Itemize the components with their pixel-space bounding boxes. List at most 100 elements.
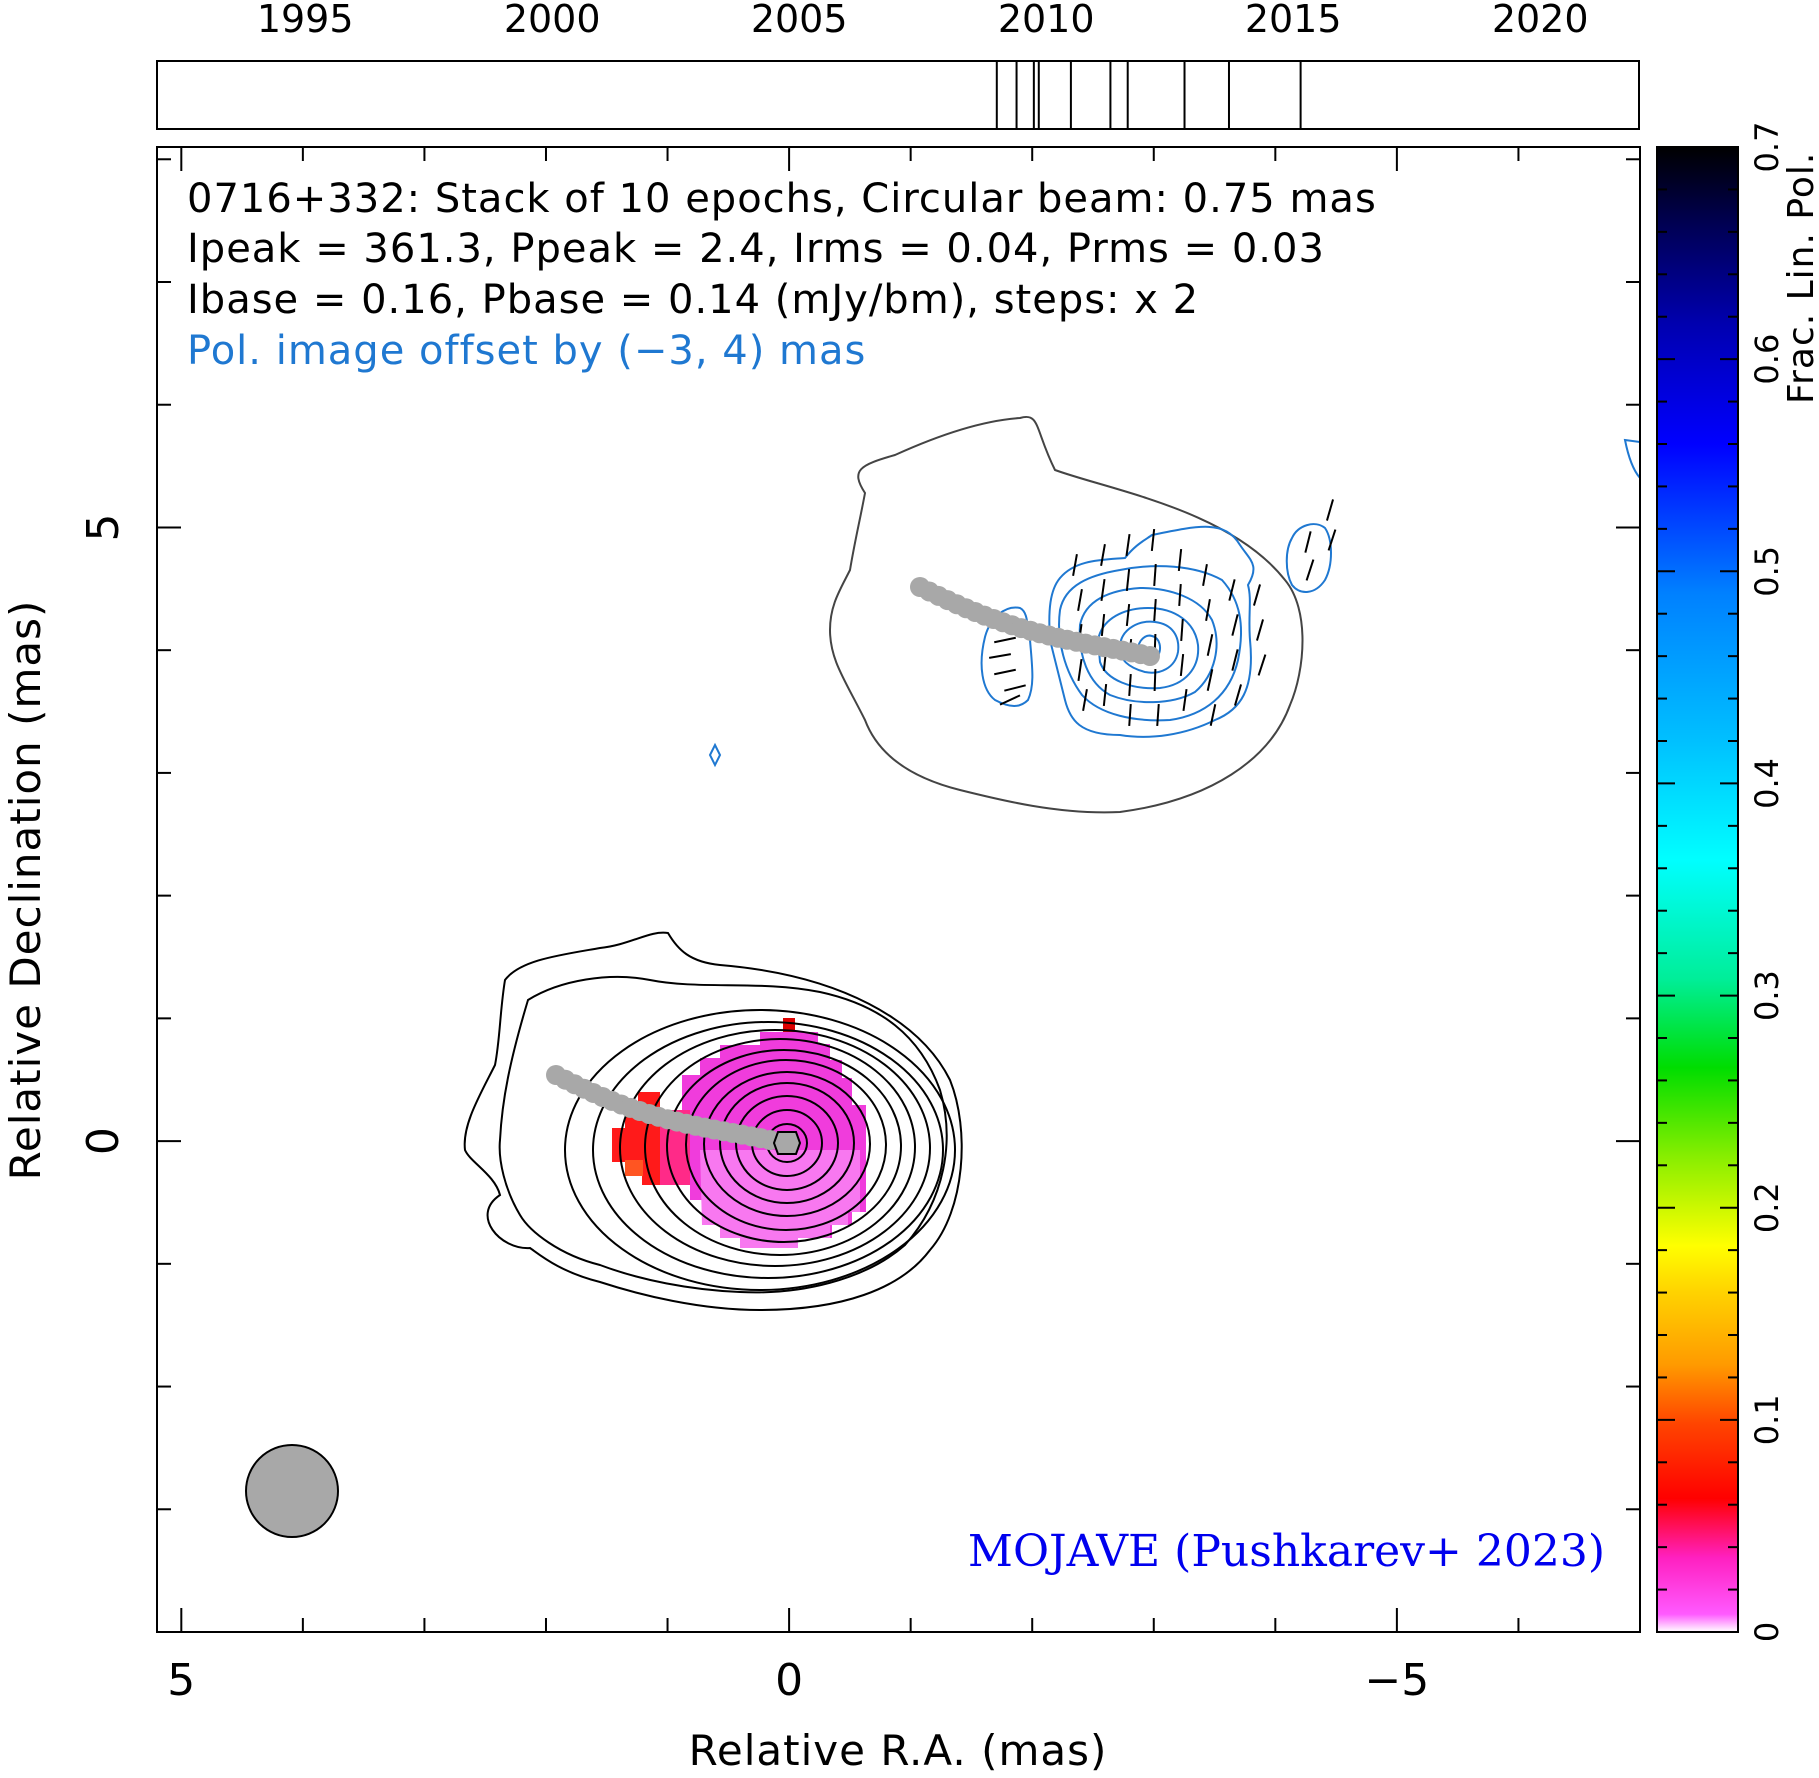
pol-panel-stokes-i-contour xyxy=(828,415,1304,814)
colorbar-tick-label: 0.6 xyxy=(1748,334,1786,385)
timeline-tick-label: 2005 xyxy=(751,0,848,41)
stokes-i-contour-4 xyxy=(592,1021,944,1279)
evpa-tick xyxy=(1004,684,1026,692)
evpa-tick xyxy=(1077,658,1083,682)
x-tick-label: 0 xyxy=(775,1655,803,1706)
header-line-4: Pol. image offset by (−3, 4) mas xyxy=(187,328,866,374)
evpa-tick xyxy=(1327,529,1337,551)
colorbar-tick-label: 0.7 xyxy=(1748,122,1786,173)
timeline-tick-label: 1995 xyxy=(257,0,354,41)
pol-contour-secondary xyxy=(980,606,1034,707)
evpa-tick xyxy=(1253,584,1261,606)
y-tick-labels: 05 xyxy=(78,513,129,1155)
timeline-frame xyxy=(156,60,1640,130)
evpa-tick xyxy=(1125,533,1131,557)
stokes-i-contour-2 xyxy=(498,975,948,1294)
pol-contour xyxy=(1078,586,1218,704)
evpa-tick xyxy=(1156,703,1160,727)
axis-minor-ticks xyxy=(157,147,1641,1633)
stokes-i-contour-3 xyxy=(564,1009,956,1291)
evpa-tick xyxy=(1128,703,1132,727)
stokes-i-contour-7 xyxy=(666,1049,902,1243)
stokes-i-contour-11 xyxy=(735,1095,839,1191)
evpa-tick xyxy=(1206,669,1214,691)
colorbar-label: Frac. Lin. Pol. xyxy=(1781,152,1819,404)
frac-pol-orange xyxy=(625,1160,643,1176)
frac-pol-magenta-light xyxy=(700,1150,860,1248)
frac-pol-red-top xyxy=(783,1018,795,1032)
x-tick-labels: 5 0 −5 xyxy=(167,1655,1429,1706)
evpa-tick xyxy=(1125,603,1131,627)
evpa-tick xyxy=(1231,614,1239,636)
evpa-tick xyxy=(1209,704,1217,726)
evpa-tick xyxy=(1257,654,1267,676)
credit-label: MOJAVE (Pushkarev+ 2023) xyxy=(968,1526,1605,1577)
evpa-tick xyxy=(1202,563,1208,587)
beam-ellipse xyxy=(245,1444,339,1538)
evpa-tick xyxy=(1178,583,1182,607)
colorbar-tick-label: 0.1 xyxy=(1748,1394,1786,1445)
evpa-tick xyxy=(1234,684,1242,706)
header-line-3: Ibase = 0.16, Pbase = 0.14 (mJy/bm), ste… xyxy=(187,277,1199,323)
timeline-tick-label: 2015 xyxy=(1245,0,1342,41)
evpa-vectors xyxy=(988,499,1337,727)
evpa-tick xyxy=(1100,543,1106,567)
pol-contour xyxy=(1058,565,1243,722)
evpa-tick xyxy=(1177,548,1183,572)
evpa-tick xyxy=(1256,619,1264,641)
evpa-tick xyxy=(1102,683,1108,707)
evpa-tick xyxy=(994,668,1016,676)
stokes-i-contour-10 xyxy=(719,1082,855,1204)
timeline-tick-label: 2020 xyxy=(1492,0,1589,41)
evpa-tick xyxy=(1179,653,1185,677)
evpa-tick xyxy=(1228,579,1236,601)
trajectory-pol-panel xyxy=(910,577,1160,666)
x-tick-label: 5 xyxy=(167,1655,195,1706)
evpa-tick xyxy=(1206,634,1214,656)
evpa-tick xyxy=(994,636,1016,644)
evpa-tick xyxy=(1082,688,1088,712)
evpa-tick xyxy=(988,653,1012,659)
pol-contour-small xyxy=(708,742,722,768)
stokes-i-contour-5 xyxy=(619,1029,931,1267)
timeline-epoch-markers xyxy=(995,61,1302,129)
plot-frame xyxy=(156,146,1641,1633)
evpa-tick xyxy=(1125,568,1131,592)
evpa-tick xyxy=(1100,578,1106,602)
evpa-tick xyxy=(1072,553,1078,577)
total-intensity-contours xyxy=(463,931,963,1312)
y-axis-label: Relative Declination (mas) xyxy=(1,600,50,1181)
timeline-tick-labels: 1995 2000 2005 2010 2015 2020 xyxy=(257,0,1589,41)
main-plot: 5 0 −5 05 0716+332: Stack of 10 epochs, Ci… xyxy=(1,146,1641,1775)
evpa-tick xyxy=(1231,649,1239,671)
pol-contour-secondary xyxy=(1285,523,1332,593)
stokes-i-contour-1 xyxy=(463,931,963,1312)
evpa-tick xyxy=(1100,613,1106,637)
map-content xyxy=(463,415,1640,1312)
evpa-tick xyxy=(1153,563,1157,587)
pol-contour xyxy=(1048,525,1255,738)
colorbar-tick-labels: 0 0.1 0.2 0.3 0.4 0.5 0.6 0.7 xyxy=(1748,122,1786,1643)
timeline-tick-label: 2010 xyxy=(998,0,1095,41)
evpa-tick xyxy=(1304,531,1312,553)
colorbar-tick-label: 0.5 xyxy=(1748,546,1786,597)
evpa-tick xyxy=(1153,668,1157,692)
colorbar-gradient xyxy=(1656,146,1739,1633)
colorbar-ticks xyxy=(1657,146,1738,1633)
colorbar-tick-label: 0.4 xyxy=(1748,758,1786,809)
stokes-i-contour-8 xyxy=(685,1059,887,1231)
stokes-i-contour-9 xyxy=(703,1071,871,1217)
polarized-intensity-contours xyxy=(708,438,1640,768)
evpa-tick xyxy=(1153,598,1157,622)
stokes-i-contour-6 xyxy=(644,1038,916,1256)
x-axis-label: Relative R.A. (mas) xyxy=(689,1726,1108,1775)
y-tick-label: 5 xyxy=(78,513,129,541)
x-tick-label: −5 xyxy=(1364,1655,1429,1706)
trajectory-dot xyxy=(1140,646,1160,666)
colorbar-tick-label: 0.3 xyxy=(1748,970,1786,1021)
timeline-tick-label: 2000 xyxy=(504,0,601,41)
header-line-1: 0716+332: Stack of 10 epochs, Circular b… xyxy=(187,176,1377,222)
evpa-tick xyxy=(1150,528,1156,552)
evpa-tick xyxy=(1182,688,1188,712)
